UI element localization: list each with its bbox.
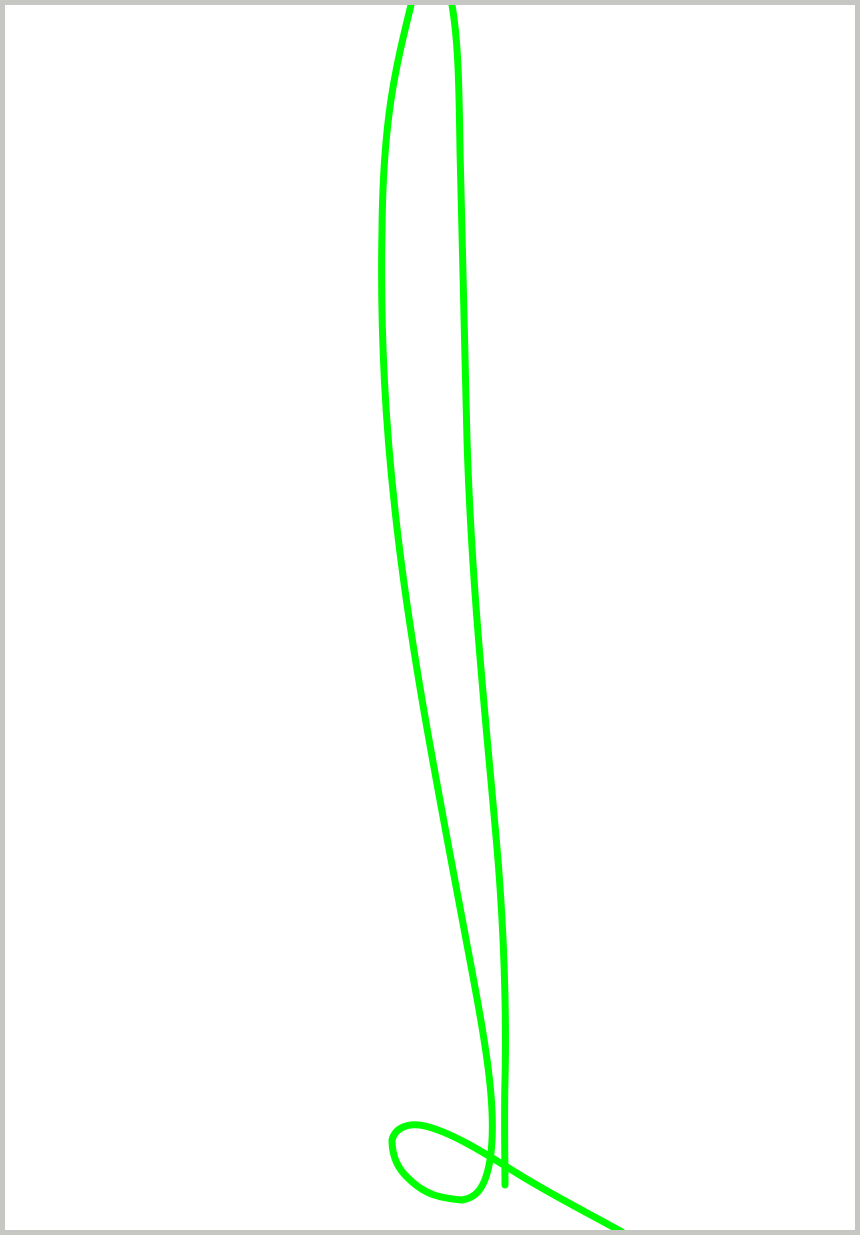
green-stroke: [448, 5, 509, 1189]
green-stroke: [378, 5, 625, 1230]
